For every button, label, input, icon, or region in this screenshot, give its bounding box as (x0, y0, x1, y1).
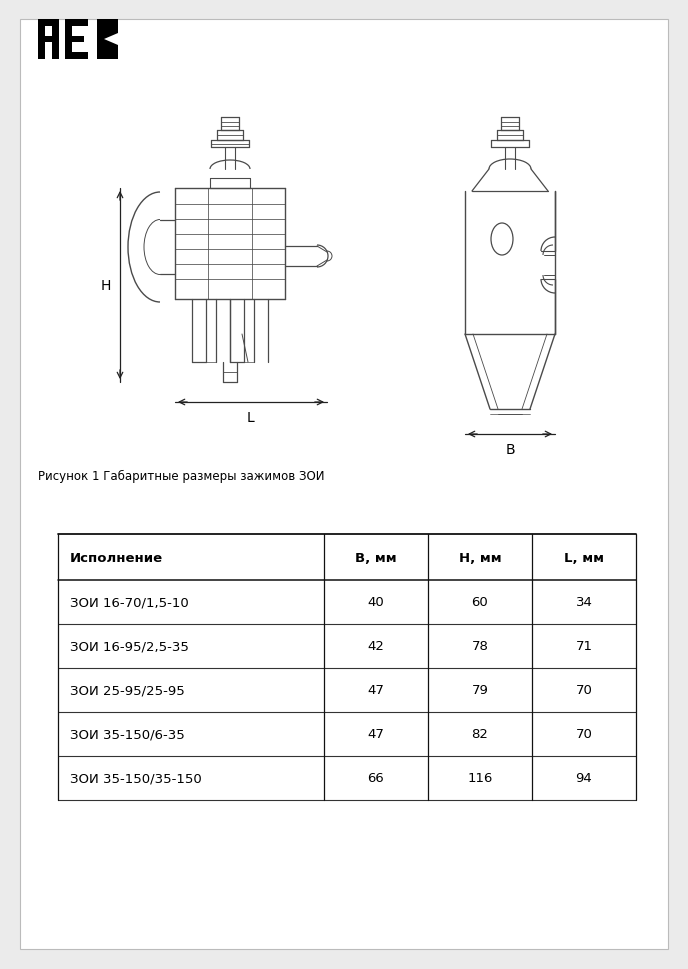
Text: H: H (101, 279, 111, 293)
Bar (72, 37, 84, 43)
Text: Рисунок 1 Габаритные размеры зажимов ЗОИ: Рисунок 1 Габаритные размеры зажимов ЗОИ (38, 470, 325, 483)
Text: Н, мм: Н, мм (459, 551, 502, 564)
Text: 70: 70 (576, 684, 592, 697)
Text: 70: 70 (576, 728, 592, 740)
Text: 66: 66 (367, 771, 385, 785)
Text: 82: 82 (471, 728, 488, 740)
Polygon shape (104, 20, 118, 40)
Text: 34: 34 (576, 596, 592, 609)
Text: 60: 60 (471, 596, 488, 609)
Bar (45, 37, 52, 43)
Bar (72, 20, 88, 27)
Text: ЗОИ 25-95/25-95: ЗОИ 25-95/25-95 (70, 684, 185, 697)
Text: 116: 116 (467, 771, 493, 785)
FancyBboxPatch shape (20, 20, 668, 949)
Bar (72, 53, 88, 60)
Text: L: L (247, 411, 255, 424)
Text: L, мм: L, мм (564, 551, 604, 564)
Text: 40: 40 (367, 596, 385, 609)
Text: В, мм: В, мм (355, 551, 397, 564)
Text: 79: 79 (471, 684, 488, 697)
Text: 47: 47 (367, 728, 385, 740)
Text: ЗОИ 16-70/1,5-10: ЗОИ 16-70/1,5-10 (70, 596, 189, 609)
Text: 42: 42 (367, 640, 385, 653)
Text: ЗОИ 16-95/2,5-35: ЗОИ 16-95/2,5-35 (70, 640, 189, 653)
Text: 94: 94 (576, 771, 592, 785)
Text: 71: 71 (575, 640, 592, 653)
Text: ЗОИ 35-150/6-35: ЗОИ 35-150/6-35 (70, 728, 185, 740)
Text: ЗОИ 35-150/35-150: ЗОИ 35-150/35-150 (70, 771, 202, 785)
Text: B: B (505, 443, 515, 456)
Bar (97, 20, 104, 60)
Bar (65, 20, 72, 60)
Text: Исполнение: Исполнение (70, 551, 163, 564)
Bar (38, 20, 59, 27)
Polygon shape (104, 40, 118, 60)
Bar (38, 20, 45, 60)
Text: 78: 78 (471, 640, 488, 653)
Bar (52, 20, 59, 60)
Text: 47: 47 (367, 684, 385, 697)
